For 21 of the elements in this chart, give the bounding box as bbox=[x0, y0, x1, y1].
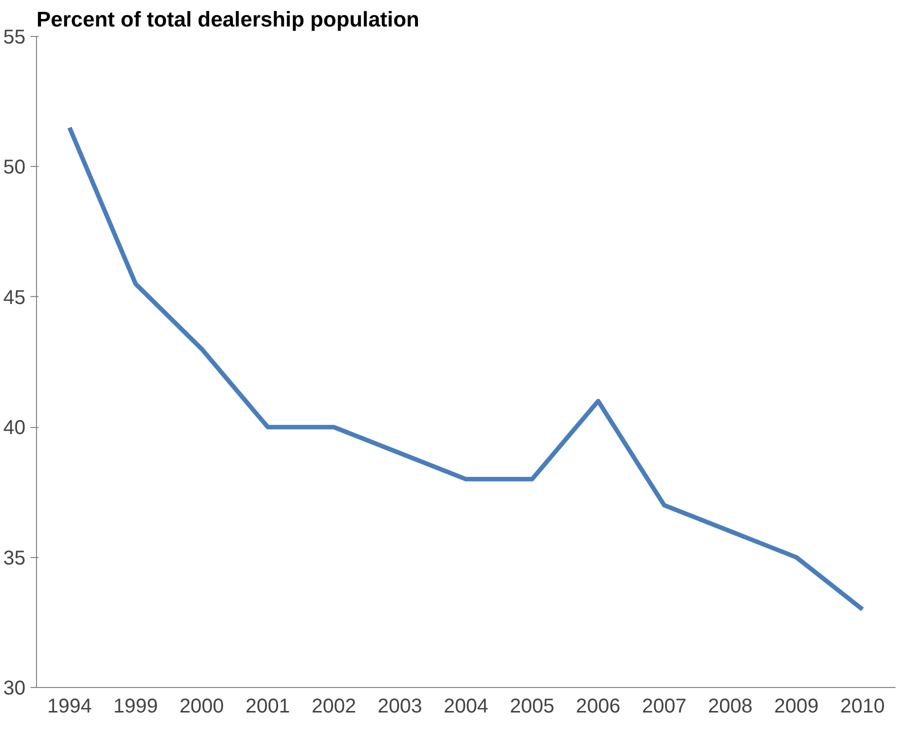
chart-title: Percent of total dealership population bbox=[36, 8, 420, 32]
x-tick-label: 2009 bbox=[774, 696, 819, 718]
x-tick-label: 2002 bbox=[312, 696, 356, 718]
x-tick-label: 2007 bbox=[642, 696, 686, 718]
x-tick-label: 2000 bbox=[179, 696, 224, 718]
x-tick-label: 2003 bbox=[378, 696, 422, 718]
line-series bbox=[67, 125, 865, 612]
x-tick-label: 1999 bbox=[113, 696, 158, 718]
x-tick-label: 2004 bbox=[444, 696, 488, 718]
y-tick-label: 50 bbox=[3, 156, 26, 179]
y-tick-label: 40 bbox=[3, 417, 26, 440]
y-tick-label: 30 bbox=[3, 678, 26, 700]
x-tick-label: 2006 bbox=[576, 696, 620, 718]
y-tick-label: 55 bbox=[3, 26, 26, 48]
y-tick-label: 35 bbox=[3, 547, 26, 570]
x-tick-label: 2008 bbox=[708, 696, 753, 718]
x-tick-label: 1994 bbox=[47, 696, 92, 718]
x-tick-label: 2005 bbox=[510, 696, 554, 718]
x-tick-label: 2001 bbox=[246, 696, 290, 718]
y-tick-label: 45 bbox=[3, 286, 26, 309]
x-tick-label: 2010 bbox=[840, 696, 885, 718]
